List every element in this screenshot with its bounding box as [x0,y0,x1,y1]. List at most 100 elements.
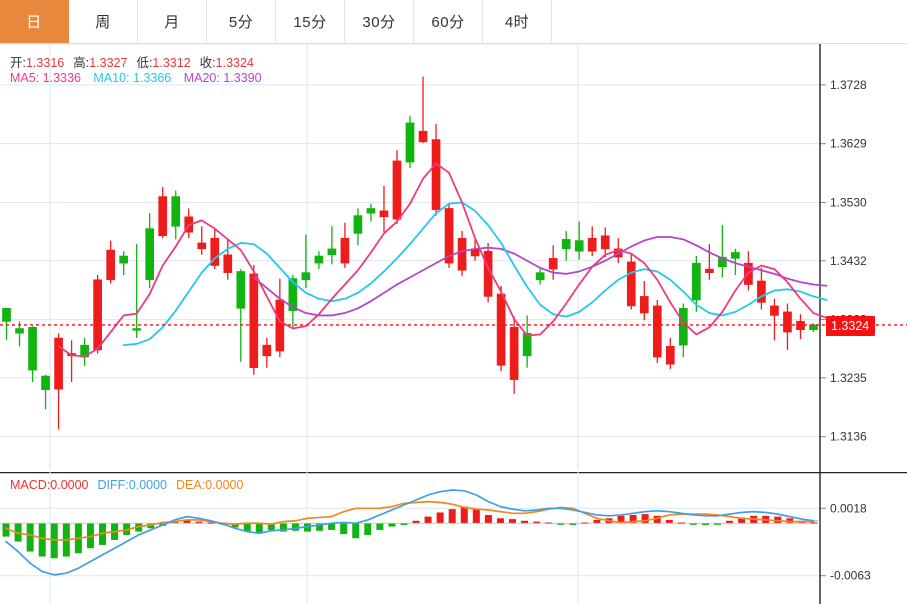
tab-label: 4时 [504,14,530,31]
macd-histogram-bar [460,506,468,524]
macd-histogram-bar [231,523,239,528]
candle-body [2,307,11,322]
candle-body [249,273,259,369]
candle-body [145,228,155,281]
current-price-badge: 1.3324 [826,315,876,336]
candle-body [366,208,376,214]
macd-histogram-bar [533,521,541,524]
candle-body [783,311,792,333]
macd-histogram-bar [521,520,529,524]
candle-body [678,307,688,346]
tab-0[interactable]: 日 [0,0,69,43]
candle-body [418,130,428,143]
macd-histogram-bar [340,523,348,535]
macd-histogram-bar [352,523,360,539]
macd-chart: 0.0018 -0.0063 [0,472,907,604]
ma-line [252,236,828,317]
tab-4[interactable]: 15分 [276,0,345,43]
macd-histogram-bar [665,519,673,524]
macd-histogram-bar [726,520,734,524]
macd-histogram-bar [267,523,275,530]
macd-histogram-bar [738,517,746,524]
candlestick-chart: 1.37281.36291.35301.34321.33331.32351.31… [0,44,907,472]
tab-5[interactable]: 30分 [345,0,414,43]
candle-body [561,239,571,250]
price-tick-label: 1.3530 [830,196,867,210]
candle-body [93,279,102,351]
candle-body [587,237,597,252]
candle-body [301,272,311,281]
candle-body [626,261,636,307]
candle-body [106,249,115,281]
candle-body [692,262,701,301]
tab-6[interactable]: 60分 [414,0,483,43]
price-tick-label: 1.3136 [830,430,867,444]
macd-histogram-bar [38,523,46,557]
macd-histogram-bar [714,523,721,525]
candle-body [757,280,766,303]
macd-histogram-bar [2,523,10,537]
candle-body [405,122,415,163]
tab-label: 月 [164,14,180,31]
tab-3[interactable]: 5分 [207,0,276,43]
candle-body [353,215,363,234]
candle-body [119,255,128,264]
macd-histogram-bar [195,521,203,524]
candle-body [288,278,298,311]
candle-body [574,240,584,252]
candle-body [431,139,441,210]
candle-body [210,237,220,266]
macd-histogram-bar [617,515,625,524]
macd-histogram-bar [629,514,637,524]
candle-body [509,327,519,380]
macd-histogram-bar [243,523,251,532]
candle-body [379,210,389,218]
candle-body [770,305,779,316]
macd-histogram-bar [279,523,287,532]
candle-body [15,328,24,334]
macd-histogram-bar [328,523,336,530]
candle-body [522,332,532,357]
macd-histogram-bar [641,514,649,524]
candle-body [262,344,272,357]
tab-1[interactable]: 周 [69,0,138,43]
candle-body [41,375,50,391]
macd-pane[interactable]: 0.0018 -0.0063 MACD:0.0000 DIFF:0.0000 DEA:… [0,472,907,604]
period-tab-bar: 日 周 月 5分 15分 30分 60分 4时 [0,0,907,44]
macd-histogram-bar [316,523,324,531]
tab-label: 日 [26,14,42,31]
candle-body [171,196,181,227]
candle-body [652,305,662,358]
tab-label: 周 [95,14,111,31]
candle-body [54,337,63,390]
candle-body [639,296,649,314]
candle-body [535,272,545,281]
macd-histogram-bar [689,523,697,525]
candle-body [718,256,727,267]
tab-label: 60分 [431,14,465,31]
macd-histogram-bar [424,516,432,524]
macd-histogram-bar [509,519,516,524]
macd-tick-label: 0.0018 [830,501,867,515]
price-tick-label: 1.3432 [830,254,867,268]
price-tick-label: 1.3728 [830,78,867,92]
tab-2[interactable]: 月 [138,0,207,43]
macd-histogram-bar [183,519,191,524]
tab-7[interactable]: 4时 [483,0,552,43]
macd-histogram-bar [448,509,456,524]
price-tick-label: 1.3235 [830,371,867,385]
macd-signal-line [5,489,815,576]
macd-histogram-bar [496,518,504,524]
macd-histogram-bar [412,520,420,524]
candle-body [665,346,675,365]
candle-body [705,268,714,273]
tab-bar-filler [552,0,907,43]
macd-histogram-bar [484,514,492,524]
price-pane[interactable]: 1.37281.36291.35301.34321.33331.32351.31… [0,44,907,472]
candle-body [28,327,37,371]
macd-histogram-bar [364,523,372,535]
candle-body [236,271,246,309]
candle-body [809,324,818,330]
candle-body [314,255,324,264]
